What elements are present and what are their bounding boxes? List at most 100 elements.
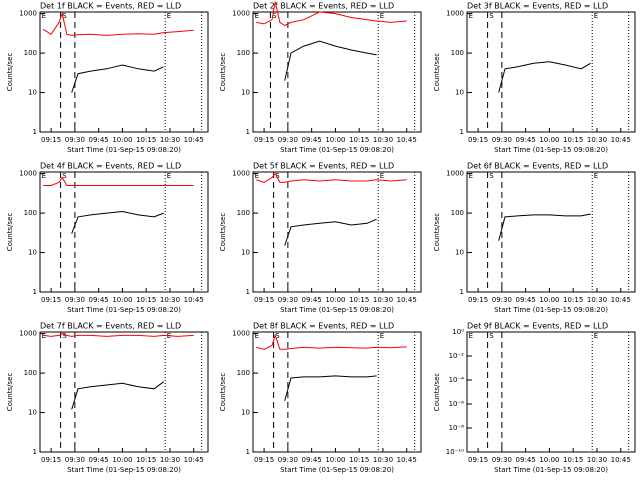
y-tick-label: 10 [241,409,250,417]
annotation: E [380,12,384,20]
annotation: E [594,172,598,180]
y-tick-label: 1000 [19,330,37,338]
x-tick-label: 09:30 [278,296,298,304]
y-tick-label: 1000 [19,10,37,18]
y-axis-label: Counts/sec [433,53,441,92]
annotation: S [272,12,277,20]
x-tick-label: 10:15 [136,296,156,304]
y-axis-label: Counts/sec [6,213,14,252]
x-tick-label: 10:45 [184,456,204,464]
plot-frame [252,331,422,453]
y-tick-label: 1000 [446,10,464,18]
chart-title: Det 1f BLACK = Events, RED = LLD [40,2,181,11]
annotation: E [255,332,259,340]
x-tick-label: 10:30 [587,456,607,464]
series-line [498,213,591,241]
annotation: S [489,12,494,20]
annotation: S [275,172,280,180]
plot-frame [39,11,209,133]
x-tick-label: 09:30 [492,296,512,304]
annotation: S [275,332,280,340]
annotation: E [255,172,259,180]
x-tick-label: 10:30 [160,456,180,464]
y-axis-label: Counts/sec [219,373,227,412]
x-axis-label: Start Time (01-Sep-15 09:08:20) [67,466,181,474]
x-tick-label: 10:30 [587,136,607,144]
x-tick-label: 10:00 [112,296,132,304]
y-tick-label: 10 [28,249,37,257]
x-tick-label: 09:45 [302,136,322,144]
x-tick-label: 09:30 [65,296,85,304]
x-axis-label: Start Time (01-Sep-15 09:08:20) [494,466,608,474]
y-tick-label: 100 [24,209,37,217]
y-tick-label: 1 [33,448,37,456]
x-tick-label: 10:45 [611,456,631,464]
x-tick-label: 10:00 [539,456,559,464]
series-line [498,61,591,93]
series-line [284,375,377,401]
annotation: E [255,12,259,20]
y-tick-label: 10 [28,89,37,97]
annotation: E [469,12,473,20]
chart-title: Det 9f BLACK = Events, RED = LLD [467,322,608,331]
annotation: E [594,12,598,20]
x-tick-label: 09:45 [302,456,322,464]
x-tick-label: 10:00 [112,136,132,144]
x-tick-label: 10:00 [539,136,559,144]
annotation: E [380,332,384,340]
series-line [284,218,377,246]
y-tick-label: 10 [241,249,250,257]
x-tick-label: 09:45 [516,136,536,144]
y-tick-label: 1 [246,128,250,136]
plot-frame [252,171,422,293]
y-tick-label: 1 [33,288,37,296]
x-tick-label: 10:00 [539,296,559,304]
series-line [42,11,194,36]
x-axis-label: Start Time (01-Sep-15 09:08:20) [494,146,608,154]
y-tick-label: 100 [237,49,250,57]
x-tick-label: 09:15 [254,296,274,304]
y-tick-label: 1000 [232,170,250,178]
y-axis-label: Counts/sec [433,213,441,252]
y-tick-label: 1 [460,288,464,296]
x-tick-label: 10:30 [160,136,180,144]
y-tick-label: 100 [451,49,464,57]
x-tick-label: 10:45 [397,136,417,144]
annotation: E [167,172,171,180]
y-tick-label: 10⁻⁸ [449,424,465,432]
x-tick-label: 10:15 [563,456,583,464]
series-line [71,64,164,93]
x-tick-label: 09:45 [89,136,109,144]
x-tick-label: 10:45 [397,296,417,304]
x-tick-label: 09:15 [41,296,61,304]
x-tick-label: 10:30 [160,296,180,304]
series-line [284,40,377,81]
x-tick-label: 09:15 [468,136,488,144]
x-tick-label: 10:30 [373,296,393,304]
x-tick-label: 09:45 [89,456,109,464]
chart-title: Det 2f BLACK = Events, RED = LLD [253,2,394,11]
y-tick-label: 1000 [19,170,37,178]
plot-frame [39,171,209,293]
y-tick-label: 10⁻² [449,352,465,360]
y-axis-label: Counts/sec [433,373,441,412]
y-axis-label: Counts/sec [219,53,227,92]
annotation: E [167,12,171,20]
y-tick-label: 100 [237,369,250,377]
x-tick-label: 10:15 [136,456,156,464]
x-tick-label: 09:45 [516,456,536,464]
x-tick-label: 09:15 [41,136,61,144]
x-tick-label: 10:15 [563,296,583,304]
x-tick-label: 10:45 [184,136,204,144]
y-tick-label: 1 [460,128,464,136]
annotation: E [594,332,598,340]
x-tick-label: 10:30 [373,136,393,144]
annotation: E [42,12,46,20]
x-tick-label: 09:30 [492,456,512,464]
x-tick-label: 10:45 [611,296,631,304]
plot-frame [466,11,636,133]
x-tick-label: 10:15 [136,136,156,144]
series-line [43,333,194,337]
x-tick-label: 10:00 [325,136,345,144]
x-tick-label: 09:45 [516,296,536,304]
